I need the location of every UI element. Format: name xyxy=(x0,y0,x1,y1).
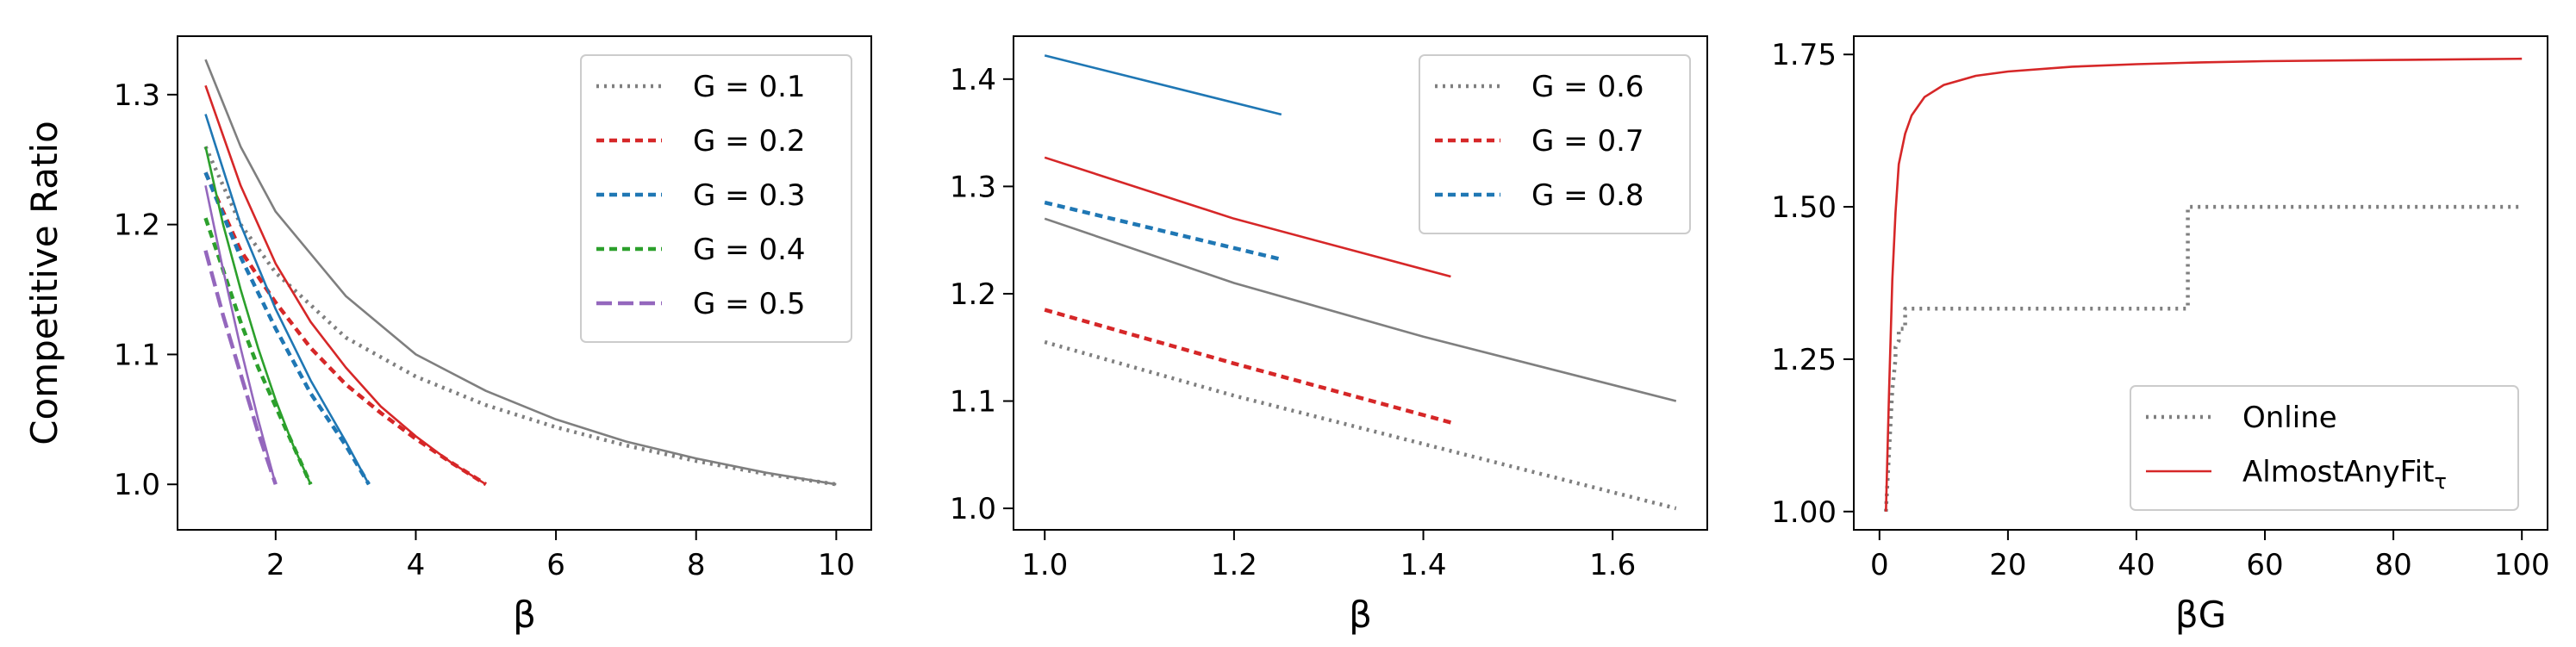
chart3-legend xyxy=(2130,385,2519,511)
chart2-series-line-solid-3 xyxy=(1044,156,1451,278)
chart1-x-tick-label: 4 xyxy=(407,548,426,582)
chart1-x-tick-label: 8 xyxy=(687,548,706,582)
chart2-series-line-g-0-8 xyxy=(1044,200,1282,262)
chart2-legend xyxy=(1419,54,1691,234)
chart1-y-axis-label: Competitive Ratio xyxy=(23,121,65,445)
chart2-series-line-solid-1 xyxy=(1044,217,1677,402)
chart1-legend-label: G = 0.1 xyxy=(693,70,806,104)
chart2-plot-frame xyxy=(1013,35,1708,531)
chart2-legend-label: G = 0.8 xyxy=(1531,178,1644,213)
chart1-series-line-solid-9 xyxy=(204,185,278,485)
chart2-legend-label: G = 0.6 xyxy=(1531,70,1644,104)
chart1-x-tick-label: 2 xyxy=(266,548,285,582)
chart3-x-tick-label: 40 xyxy=(2118,548,2155,582)
chart2-y-tick-label: 1.3 xyxy=(950,170,996,204)
chart1-series-line-solid-5 xyxy=(204,114,371,485)
chart2-y-tick-label: 1.1 xyxy=(950,385,996,420)
chart3-x-tick-label: 0 xyxy=(1870,548,1889,582)
chart2-x-tick-label: 1.4 xyxy=(1400,548,1446,582)
chart3-x-tick-label: 20 xyxy=(1989,548,2026,582)
chart1-series-line-g-0-2 xyxy=(203,171,487,487)
chart1-x-tick-label: 10 xyxy=(818,548,855,582)
chart2-series-line-solid-5 xyxy=(1044,54,1282,116)
chart3-plot-frame xyxy=(1853,35,2548,531)
chart1-series-line-g-0-3 xyxy=(203,171,371,486)
chart3-x-tick-label: 80 xyxy=(2374,548,2411,582)
chart3-x-axis-label: βG xyxy=(2175,594,2226,636)
chart1-plot-frame xyxy=(177,35,872,531)
chart1-legend xyxy=(580,54,852,343)
chart3-legend-label: Online xyxy=(2242,401,2337,435)
chart1-y-tick-label: 1.0 xyxy=(114,468,160,502)
chart2-x-axis-label: β xyxy=(1349,594,1372,636)
chart1-y-tick-label: 1.1 xyxy=(114,338,160,372)
chart1-y-tick-label: 1.2 xyxy=(114,208,160,243)
chart1-series-line-solid-3 xyxy=(204,84,487,486)
chart1-y-tick-label: 1.3 xyxy=(114,78,160,113)
chart3-y-tick-label: 1.00 xyxy=(1771,495,1837,530)
chart1-series-line-g-0-5 xyxy=(203,250,278,485)
chart3-series-line-almostanyfit- xyxy=(1885,57,2523,512)
chart2-x-tick-label: 1.0 xyxy=(1021,548,1068,582)
chart1-legend-label: G = 0.2 xyxy=(693,124,806,159)
chart2-legend-label: G = 0.7 xyxy=(1531,124,1644,159)
chart1-x-tick-label: 6 xyxy=(546,548,565,582)
chart1-legend-label: G = 0.5 xyxy=(693,287,806,321)
chart1-series-line-solid-7 xyxy=(204,146,312,485)
chart2-y-tick-label: 1.0 xyxy=(950,492,996,526)
chart3-y-tick-label: 1.50 xyxy=(1771,190,1837,225)
chart1-series-line-g-0-1 xyxy=(203,146,837,487)
chart3-x-tick-label: 100 xyxy=(2494,548,2550,582)
chart1-series-line-solid-1 xyxy=(204,59,837,486)
chart3-y-tick-label: 1.25 xyxy=(1771,343,1837,377)
chart1-x-axis-label: β xyxy=(513,594,536,636)
chart1-legend-label: G = 0.3 xyxy=(693,178,806,213)
chart1-legend-label: G = 0.4 xyxy=(693,233,806,267)
chart2-x-tick-label: 1.2 xyxy=(1211,548,1257,582)
chart2-y-tick-label: 1.2 xyxy=(950,277,996,312)
chart2-series-line-g-0-6 xyxy=(1044,339,1677,511)
chart3-y-tick-label: 1.75 xyxy=(1771,38,1837,72)
chart3-x-tick-label: 60 xyxy=(2246,548,2283,582)
chart2-x-tick-label: 1.6 xyxy=(1589,548,1636,582)
chart2-y-tick-label: 1.4 xyxy=(950,63,996,97)
chart2-series-line-g-0-7 xyxy=(1044,308,1451,425)
chart3-legend-label: AlmostAnyFitτ xyxy=(2242,455,2447,494)
